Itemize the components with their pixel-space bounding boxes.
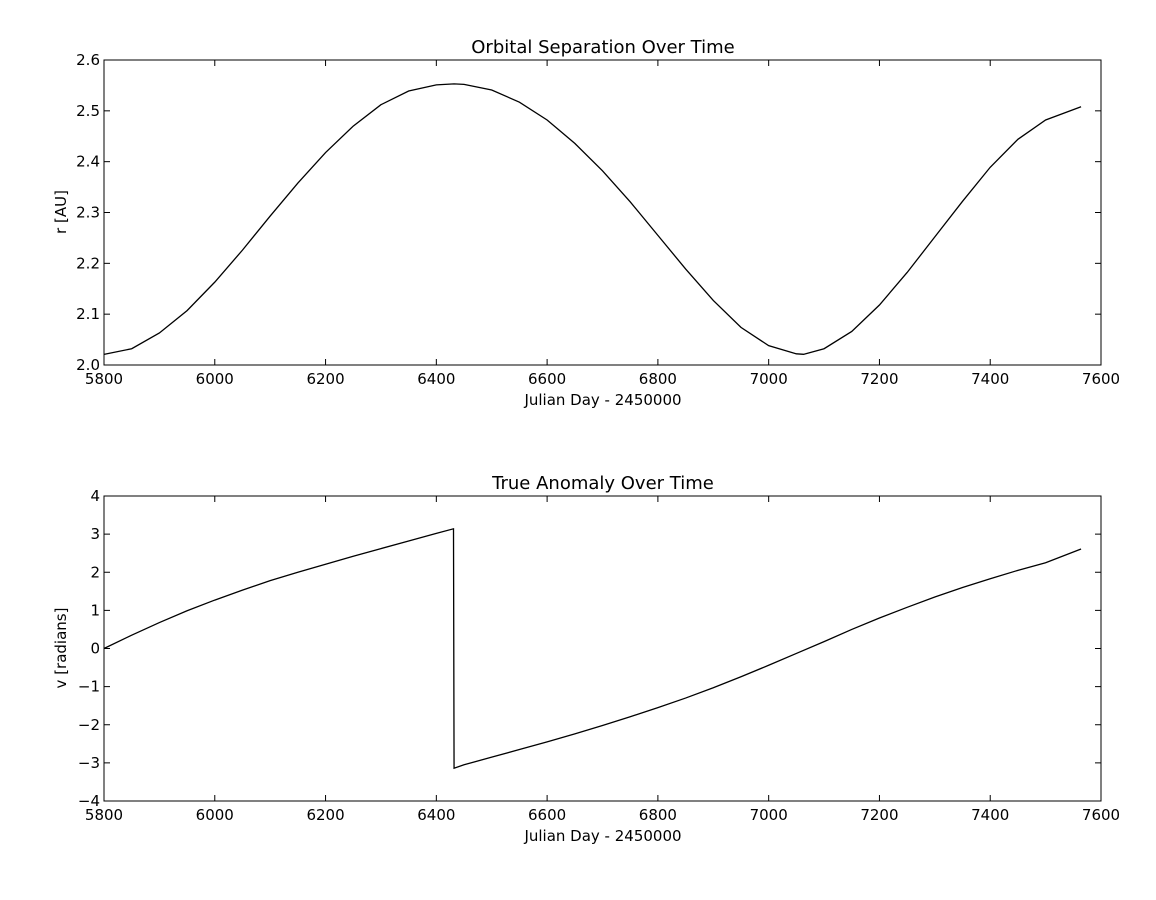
y-tick-label: 2: [90, 563, 100, 581]
x-tick-label: 7600: [1082, 806, 1120, 824]
chart-title: Orbital Separation Over Time: [471, 37, 734, 58]
x-ticks: 5800 6000 6200 6400 6600 6800 7000 7200 7400 7600: [85, 496, 1120, 824]
x-tick-label: 7000: [750, 806, 788, 824]
y-tick-label: −2: [78, 716, 100, 734]
x-tick-label: 6400: [417, 370, 455, 388]
y-tick-label: 0: [90, 640, 100, 658]
chart-title: True Anomaly Over Time: [491, 473, 714, 494]
y-tick-label: 2.5: [76, 102, 100, 120]
x-tick-label: 7600: [1082, 370, 1120, 388]
x-axis-label: Julian Day - 2450000: [523, 391, 681, 409]
x-tick-label: 6000: [196, 370, 234, 388]
y-axis-label: v [radians]: [52, 608, 70, 689]
x-tick-label: 5800: [85, 370, 123, 388]
plot-frame: [103, 495, 1102, 802]
orbital-separation-panel: Orbital Separation Over Time 5800 6000 620…: [52, 37, 1120, 409]
y-axis-label: r [AU]: [52, 190, 70, 234]
x-tick-label: 7400: [971, 370, 1009, 388]
x-axis-label: Julian Day - 2450000: [523, 827, 681, 845]
x-tick-label: 7200: [860, 370, 898, 388]
x-tick-label: 6400: [417, 806, 455, 824]
x-tick-label: 6800: [639, 806, 677, 824]
y-tick-label: 2.0: [76, 356, 100, 374]
y-tick-label: 4: [90, 487, 100, 505]
series-line: [103, 83, 1082, 355]
y-tick-label: 3: [90, 525, 100, 543]
y-tick-label: 2.1: [76, 305, 100, 323]
x-tick-label: 6800: [639, 370, 677, 388]
y-tick-label: 1: [90, 601, 100, 619]
y-tick-label: 2.3: [76, 204, 100, 222]
x-tick-label: 5800: [85, 806, 123, 824]
x-tick-label: 7200: [860, 806, 898, 824]
y-tick-label: −1: [78, 678, 100, 696]
x-tick-label: 7000: [750, 370, 788, 388]
y-tick-label: 2.4: [76, 153, 100, 171]
y-ticks: −4 −3 −2 −1 0 1 2 3 4: [78, 487, 1101, 810]
x-tick-label: 6600: [528, 370, 566, 388]
y-tick-label: −4: [78, 792, 100, 810]
x-tick-label: 6200: [306, 806, 344, 824]
y-tick-label: −3: [78, 754, 100, 772]
x-ticks: 5800 6000 6200 6400 6600 6800 7000 7200 7400 7600: [85, 60, 1120, 388]
plot-frame: [103, 59, 1102, 366]
series-line: [103, 527, 1082, 770]
x-tick-label: 6200: [306, 370, 344, 388]
true-anomaly-panel: True Anomaly Over Time 5800 6000 6200 6400 6…: [52, 473, 1120, 845]
x-tick-label: 6000: [196, 806, 234, 824]
y-ticks: 2.0 2.1 2.2 2.3 2.4 2.5 2.6: [76, 51, 1101, 374]
y-tick-label: 2.6: [76, 51, 100, 69]
y-tick-label: 2.2: [76, 254, 100, 272]
x-tick-label: 6600: [528, 806, 566, 824]
x-tick-label: 7400: [971, 806, 1009, 824]
